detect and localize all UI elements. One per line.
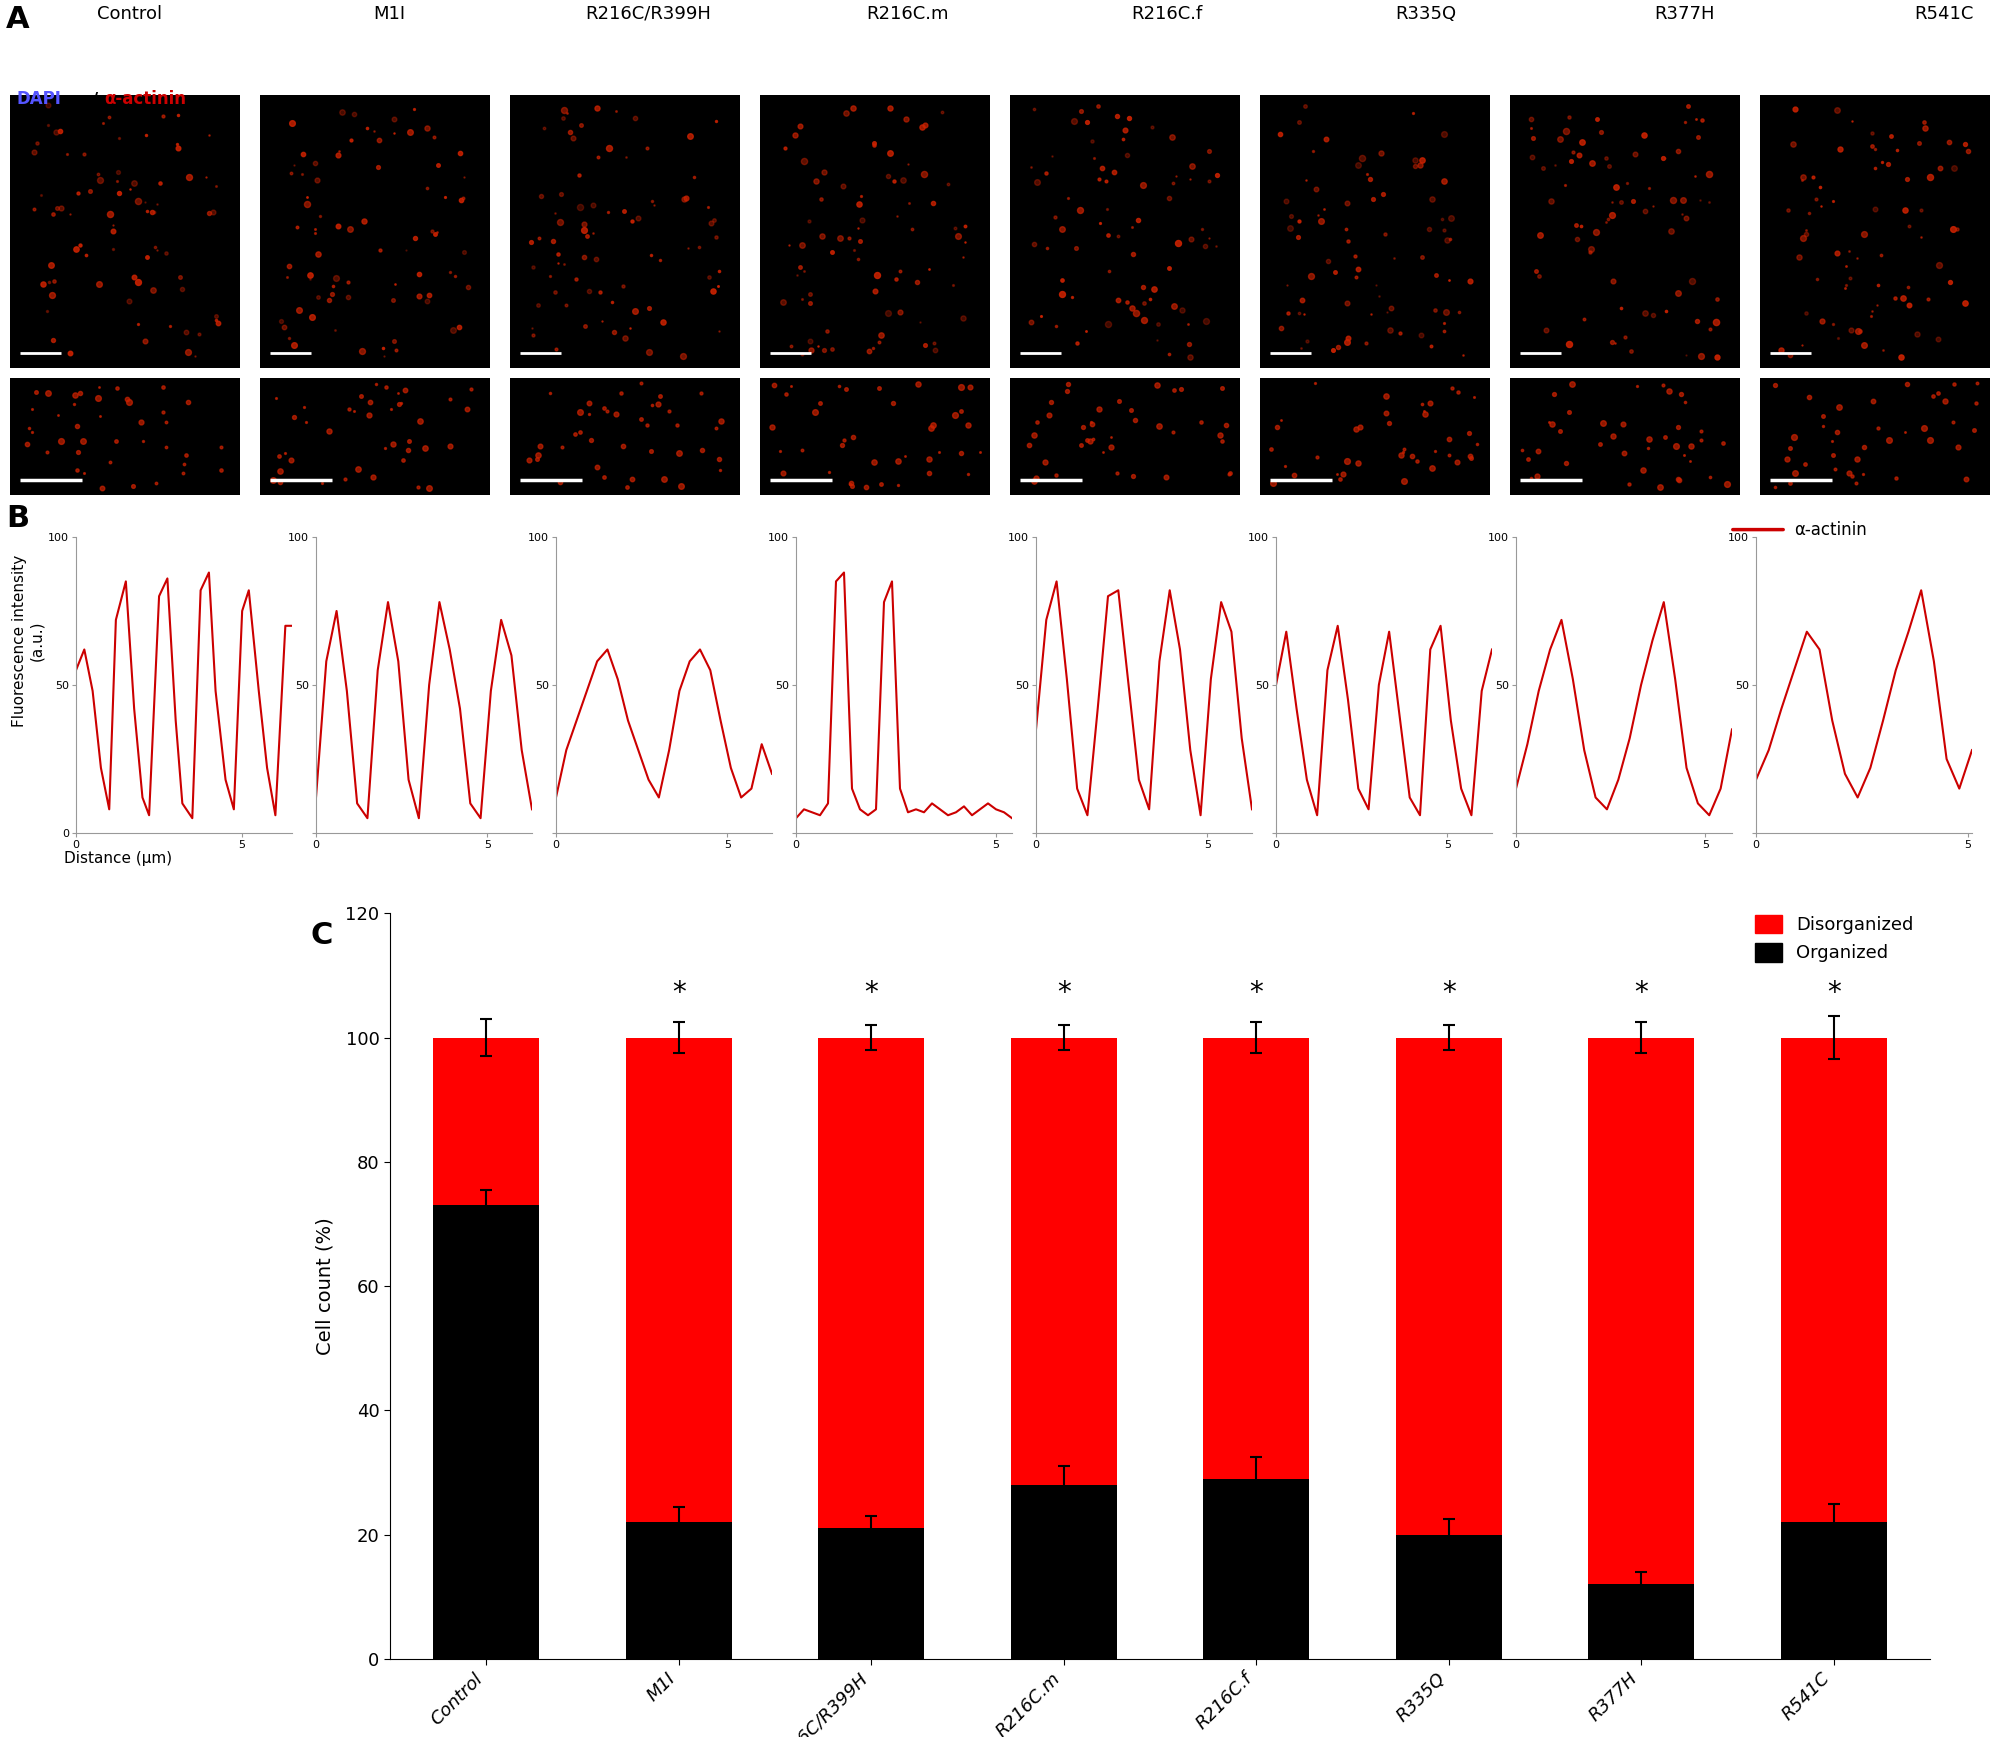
Text: M1I: M1I xyxy=(374,5,406,23)
Text: C: C xyxy=(310,921,332,950)
Bar xyxy=(1204,1478,1310,1659)
Text: R216C.m: R216C.m xyxy=(866,5,948,23)
Text: R216C.f: R216C.f xyxy=(1130,5,1202,23)
Bar xyxy=(1010,377,1240,495)
Text: α-actinin: α-actinin xyxy=(1794,521,1866,538)
Bar xyxy=(1396,1536,1502,1659)
Bar xyxy=(260,96,490,368)
Text: DAPI: DAPI xyxy=(16,90,60,108)
Bar xyxy=(1760,377,1990,495)
Bar xyxy=(260,377,490,495)
Bar xyxy=(1010,1037,1116,1659)
Bar xyxy=(1010,1485,1116,1659)
Bar xyxy=(1588,1037,1694,1659)
Text: B: B xyxy=(6,504,30,533)
Bar xyxy=(1260,377,1490,495)
Text: *: * xyxy=(1634,978,1648,1006)
Bar xyxy=(1780,1037,1886,1659)
Text: R335Q: R335Q xyxy=(1396,5,1456,23)
Bar xyxy=(760,96,990,368)
Y-axis label: Cell count (%): Cell count (%) xyxy=(316,1218,334,1355)
Bar xyxy=(626,1522,732,1659)
Bar xyxy=(1510,377,1740,495)
Bar xyxy=(1760,96,1990,368)
Text: Control: Control xyxy=(98,5,162,23)
Bar xyxy=(760,377,990,495)
Text: *: * xyxy=(672,978,686,1006)
Bar xyxy=(1510,96,1740,368)
Bar xyxy=(818,1529,924,1659)
Bar xyxy=(434,1037,540,1659)
Text: Fluorescence intensity
(a.u.): Fluorescence intensity (a.u.) xyxy=(12,554,44,726)
Text: /: / xyxy=(92,90,98,108)
Text: *: * xyxy=(1250,978,1264,1006)
Bar xyxy=(510,96,740,368)
Text: R541C: R541C xyxy=(1914,5,1974,23)
Text: *: * xyxy=(864,978,878,1006)
Bar xyxy=(1396,1037,1502,1659)
Text: α-actinin: α-actinin xyxy=(104,90,186,108)
Bar xyxy=(10,377,240,495)
Bar xyxy=(10,96,240,368)
Text: A: A xyxy=(6,5,30,35)
Bar xyxy=(1204,1037,1310,1659)
Bar xyxy=(1010,96,1240,368)
Text: *: * xyxy=(1826,978,1840,1006)
Text: Distance (μm): Distance (μm) xyxy=(64,851,172,867)
Bar xyxy=(818,1037,924,1659)
Text: R216C/R399H: R216C/R399H xyxy=(586,5,712,23)
Text: *: * xyxy=(1442,978,1456,1006)
Bar xyxy=(1260,96,1490,368)
Bar xyxy=(434,1205,540,1659)
Bar xyxy=(1780,1522,1886,1659)
Legend: Disorganized, Organized: Disorganized, Organized xyxy=(1748,907,1920,969)
Text: *: * xyxy=(1056,978,1070,1006)
Bar xyxy=(1588,1584,1694,1659)
Bar xyxy=(626,1037,732,1659)
Text: R377H: R377H xyxy=(1654,5,1716,23)
Bar xyxy=(510,377,740,495)
